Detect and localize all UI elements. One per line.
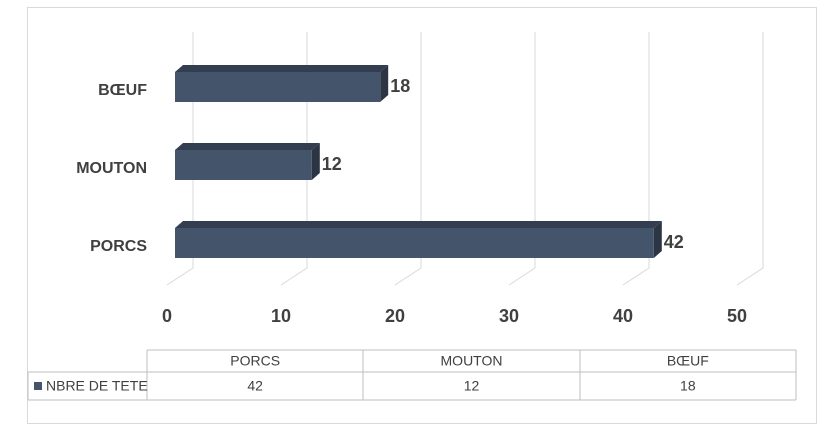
y-tick-label: MOUTON [76,160,147,177]
grid-line [394,32,422,286]
bar [175,228,654,258]
bar-top [175,143,320,150]
x-tick-label: 10 [271,306,291,326]
bar [175,72,381,102]
bar-side [653,221,662,258]
table-header: PORCS [230,353,280,369]
legend-label: NBRE DE TETE [46,378,148,394]
grid-line [166,32,194,286]
x-tick-label: 30 [499,306,519,326]
legend-swatch [34,382,42,390]
table-header: MOUTON [441,353,503,369]
grid-line [508,32,536,286]
grid-line [622,32,650,286]
bar-side [380,65,389,102]
x-tick-label: 40 [613,306,633,326]
y-tick-label: BŒUF [98,82,147,99]
bar-side [311,143,320,180]
value-label: 12 [322,154,342,174]
table-header: BŒUF [667,353,709,369]
value-label: 42 [664,232,684,252]
bar [175,150,312,180]
value-label: 18 [390,76,410,96]
chart-border [27,7,817,424]
x-tick-label: 20 [385,306,405,326]
table-value: 42 [247,378,263,394]
y-tick-label: PORCS [90,238,147,255]
x-tick-label: 0 [162,306,172,326]
grid-line [280,32,308,286]
grid-line [736,32,764,286]
bar-top [175,65,389,72]
table-value: 18 [680,378,696,394]
bar-top [175,221,662,228]
x-tick-label: 50 [727,306,747,326]
table-value: 12 [464,378,480,394]
